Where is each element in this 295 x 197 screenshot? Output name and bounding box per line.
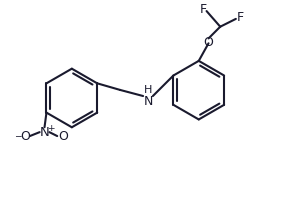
Text: +: + (47, 124, 54, 133)
Text: N: N (143, 95, 153, 108)
Text: H: H (144, 85, 152, 95)
Text: F: F (237, 11, 244, 24)
Text: −: − (14, 132, 21, 140)
Text: O: O (58, 130, 68, 143)
Text: F: F (200, 3, 207, 16)
Text: N: N (40, 126, 49, 139)
Text: O: O (20, 130, 30, 143)
Text: O: O (204, 36, 214, 49)
